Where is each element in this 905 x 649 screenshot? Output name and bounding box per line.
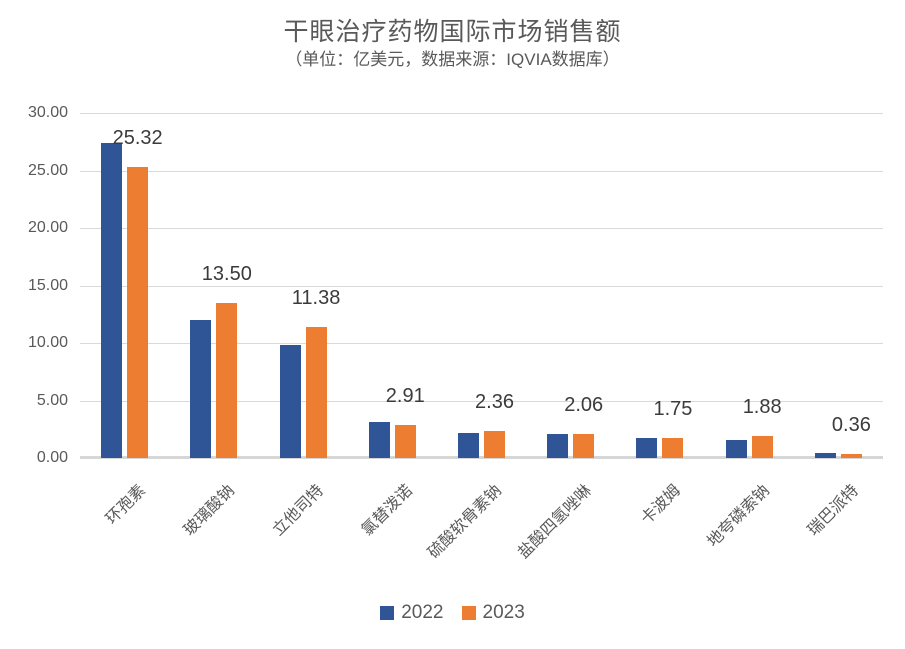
y-axis-tick-label: 30.00 — [27, 104, 68, 121]
bar-2023 — [127, 166, 149, 458]
x-axis-label: 地夸磷索钠 — [704, 482, 774, 551]
x-axis-line — [80, 456, 883, 459]
legend-item-2022: 2022 — [380, 602, 444, 624]
gridline — [80, 113, 883, 114]
x-axis-label: 氯替泼诺 — [359, 482, 417, 540]
x-axis-label: 瑞巴派特 — [805, 482, 863, 540]
y-axis-tick-label: 15.00 — [27, 276, 68, 294]
data-label-2023: 25.32 — [112, 126, 163, 149]
x-axis-label: 盐酸四氢唑啉 — [514, 482, 595, 562]
bar-2022 — [279, 345, 301, 458]
x-axis-label: 立他司特 — [269, 482, 328, 540]
data-label-2023: 11.38 — [291, 287, 341, 310]
data-label-2023: 2.36 — [475, 390, 514, 413]
bar-2022 — [725, 440, 747, 458]
bar-2022 — [458, 432, 479, 458]
data-label-2023: 1.75 — [653, 397, 693, 420]
legend-label-2023: 2023 — [482, 602, 525, 623]
data-label-2023: 0.36 — [831, 413, 871, 436]
y-axis-tick-label: 10.00 — [27, 334, 68, 351]
x-axis-label: 玻璃酸钠 — [180, 482, 238, 540]
gridline — [80, 170, 883, 172]
chart-legend: 2022 2023 — [0, 602, 905, 624]
data-label-2023: 2.06 — [564, 394, 604, 417]
chart-header: 干眼治疗药物国际市场销售额 （单位：亿美元，数据来源：IQVIA数据库） — [0, 16, 905, 72]
bar-2022 — [190, 320, 212, 458]
bar-2023 — [662, 437, 684, 458]
y-axis-tick-label: 20.00 — [27, 219, 68, 236]
legend-item-2023: 2023 — [461, 602, 525, 624]
legend-label-2022: 2022 — [401, 602, 444, 623]
chart-title: 干眼治疗药物国际市场销售额 — [283, 18, 622, 46]
chart-subtitle: （单位：亿美元，数据来源：IQVIA数据库） — [285, 50, 620, 69]
gridline — [80, 343, 883, 344]
x-axis-label: 硫酸软骨素钠 — [425, 482, 506, 562]
bar-2023 — [573, 434, 595, 458]
bar-2022 — [368, 421, 390, 458]
x-axis-label: 卡波姆 — [638, 482, 684, 528]
data-label-2023: 2.91 — [385, 384, 425, 407]
legend-swatch-2023 — [461, 606, 476, 620]
bar-2022 — [547, 433, 569, 458]
x-axis-label: 环孢素 — [102, 482, 149, 528]
y-axis-tick-label: 25.00 — [27, 161, 68, 179]
data-label-2023: 1.88 — [742, 396, 782, 419]
gridline — [80, 228, 883, 229]
bar-2023 — [216, 302, 238, 458]
bar-2022 — [101, 142, 123, 458]
data-label-2023: 13.50 — [201, 262, 252, 285]
gridline — [80, 285, 883, 287]
legend-swatch-2022 — [380, 606, 395, 620]
bar-2023 — [394, 424, 416, 458]
bar-2022 — [814, 452, 836, 458]
bar-2023 — [840, 453, 862, 458]
bar-2023 — [751, 436, 773, 458]
bar-2023 — [484, 430, 505, 458]
y-axis-tick-label: 5.00 — [36, 391, 68, 409]
bar-2023 — [305, 327, 327, 458]
gridline — [80, 400, 883, 402]
bar-2022 — [636, 438, 658, 458]
y-axis-tick-label: 0.00 — [36, 449, 68, 466]
